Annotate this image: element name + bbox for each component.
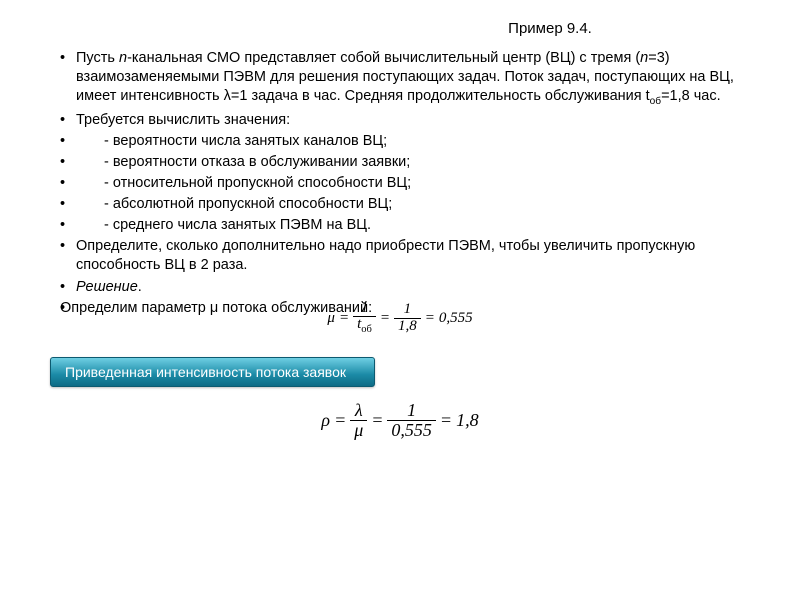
dot: . — [138, 279, 142, 295]
bullet-sub-1: - вероятности числа занятых каналов ВЦ; — [60, 132, 740, 151]
eq: = — [339, 310, 349, 327]
bullet-sub-4: - абсолютной пропускной способности ВЦ; — [60, 195, 740, 214]
formula-rho: ρ = λ μ = 1 0,555 = 1,8 — [60, 401, 740, 451]
bullet-sub-5: - среднего числа занятых ПЭВМ на ВЦ. — [60, 216, 740, 235]
num: 1 — [353, 301, 376, 318]
text: Пусть n-канальная СМО представляет собой… — [76, 50, 734, 104]
frac-2: 1 0,555 — [387, 401, 436, 440]
eq: = — [334, 410, 346, 431]
rho-sym: ρ — [321, 410, 330, 431]
num: λ — [350, 401, 367, 421]
slide: { "title": "Пример 9.4.", "bullets": { "… — [0, 0, 800, 600]
rhs: 0,555 — [439, 310, 473, 327]
banner-wrap: Приведенная интенсивность потока заявок — [50, 357, 740, 387]
num: 1 — [394, 302, 421, 319]
formula-mu-eq: μ = 1 tоб = 1 1,8 = 0,555 — [327, 301, 472, 336]
den: 0,555 — [387, 421, 436, 440]
bullet-solution: Решение. — [60, 278, 740, 297]
formula-mu: μ = 1 tоб = 1 1,8 = 0,555 — [60, 301, 740, 339]
frac-1: 1 tоб — [353, 301, 376, 336]
den: μ — [350, 421, 367, 440]
bullet-determine: Определите, сколько дополнительно надо п… — [60, 237, 740, 275]
bullet-requires: Требуется вычислить значения: — [60, 111, 740, 130]
eq: = — [440, 410, 452, 431]
num: 1 — [387, 401, 436, 421]
rhs: 1,8 — [456, 410, 479, 431]
bullet-sub-2: - вероятности отказа в обслуживании заяв… — [60, 153, 740, 172]
mu-sym: μ — [327, 310, 335, 327]
bullet-problem: Пусть n-канальная СМО представляет собой… — [60, 49, 740, 109]
den: 1,8 — [394, 319, 421, 335]
banner-intensity: Приведенная интенсивность потока заявок — [50, 357, 375, 387]
frac-2: 1 1,8 — [394, 302, 421, 335]
formula-rho-eq: ρ = λ μ = 1 0,555 = 1,8 — [321, 401, 478, 440]
bullet-list: Пусть n-канальная СМО представляет собой… — [60, 49, 740, 317]
frac-1: λ μ — [350, 401, 367, 440]
eq: = — [425, 310, 435, 327]
den: tоб — [353, 317, 376, 335]
eq: = — [371, 410, 383, 431]
text: Решение — [76, 279, 138, 295]
example-title: Пример 9.4. — [60, 20, 740, 37]
bullet-sub-3: - относительной пропускной способности В… — [60, 174, 740, 193]
eq: = — [380, 310, 390, 327]
